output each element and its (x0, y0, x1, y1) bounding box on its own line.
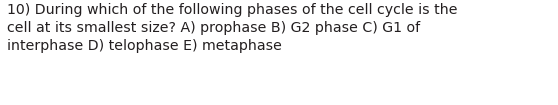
Text: 10) During which of the following phases of the cell cycle is the
cell at its sm: 10) During which of the following phases… (7, 3, 457, 53)
